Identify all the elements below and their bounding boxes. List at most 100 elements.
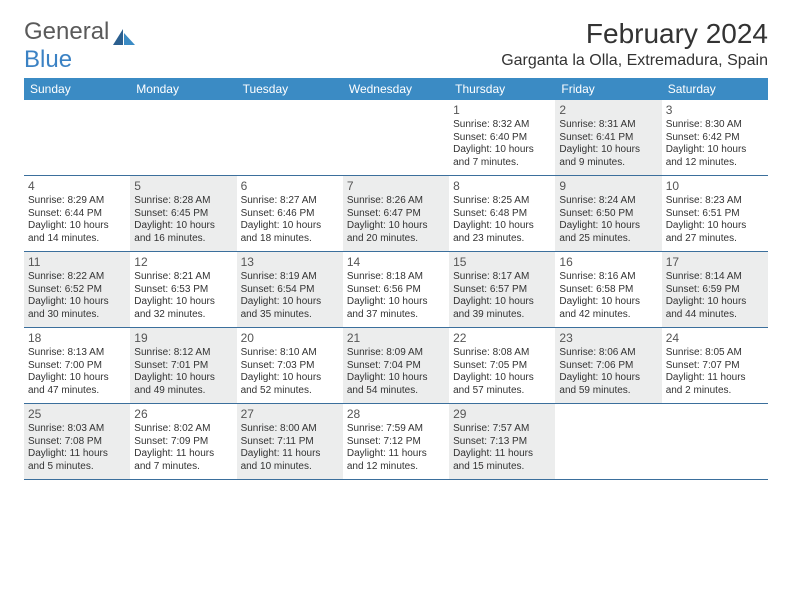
- sunset-text: Sunset: 7:06 PM: [559, 360, 657, 373]
- daylight-text: Daylight: 10 hours and 14 minutes.: [28, 220, 126, 245]
- day-number: 11: [28, 255, 126, 270]
- daylight-text: Daylight: 10 hours and 52 minutes.: [241, 372, 339, 397]
- daylight-text: Daylight: 10 hours and 25 minutes.: [559, 220, 657, 245]
- day-number: 17: [666, 255, 764, 270]
- calendar-table: Sunday Monday Tuesday Wednesday Thursday…: [24, 78, 768, 480]
- daylight-text: Daylight: 10 hours and 47 minutes.: [28, 372, 126, 397]
- daylight-text: Daylight: 11 hours and 7 minutes.: [134, 448, 232, 473]
- calendar-day-cell: 25Sunrise: 8:03 AMSunset: 7:08 PMDayligh…: [24, 404, 130, 480]
- daylight-text: Daylight: 10 hours and 32 minutes.: [134, 296, 232, 321]
- day-number: 12: [134, 255, 232, 270]
- weekday-header: Tuesday: [237, 78, 343, 100]
- day-number: 19: [134, 331, 232, 346]
- sunrise-text: Sunrise: 8:21 AM: [134, 271, 232, 284]
- sunrise-text: Sunrise: 8:12 AM: [134, 347, 232, 360]
- day-number: 16: [559, 255, 657, 270]
- sunset-text: Sunset: 6:42 PM: [666, 132, 764, 145]
- sunrise-text: Sunrise: 8:05 AM: [666, 347, 764, 360]
- daylight-text: Daylight: 10 hours and 16 minutes.: [134, 220, 232, 245]
- sunset-text: Sunset: 6:58 PM: [559, 284, 657, 297]
- calendar-day-cell: 26Sunrise: 8:02 AMSunset: 7:09 PMDayligh…: [130, 404, 236, 480]
- sunset-text: Sunset: 6:40 PM: [453, 132, 551, 145]
- calendar-week-row: 11Sunrise: 8:22 AMSunset: 6:52 PMDayligh…: [24, 252, 768, 328]
- calendar-week-row: 1Sunrise: 8:32 AMSunset: 6:40 PMDaylight…: [24, 100, 768, 176]
- calendar-day-cell: 19Sunrise: 8:12 AMSunset: 7:01 PMDayligh…: [130, 328, 236, 404]
- daylight-text: Daylight: 11 hours and 5 minutes.: [28, 448, 126, 473]
- month-title: February 2024: [501, 18, 768, 50]
- sunset-text: Sunset: 7:08 PM: [28, 436, 126, 449]
- calendar-day-cell: [343, 100, 449, 176]
- calendar-day-cell: 3Sunrise: 8:30 AMSunset: 6:42 PMDaylight…: [662, 100, 768, 176]
- weekday-header: Sunday: [24, 78, 130, 100]
- day-number: 26: [134, 407, 232, 422]
- sunrise-text: Sunrise: 8:10 AM: [241, 347, 339, 360]
- daylight-text: Daylight: 11 hours and 12 minutes.: [347, 448, 445, 473]
- sunrise-text: Sunrise: 8:03 AM: [28, 423, 126, 436]
- day-number: 4: [28, 179, 126, 194]
- day-number: 9: [559, 179, 657, 194]
- calendar-day-cell: 13Sunrise: 8:19 AMSunset: 6:54 PMDayligh…: [237, 252, 343, 328]
- day-number: 7: [347, 179, 445, 194]
- calendar-day-cell: [24, 100, 130, 176]
- daylight-text: Daylight: 10 hours and 35 minutes.: [241, 296, 339, 321]
- day-number: 14: [347, 255, 445, 270]
- calendar-day-cell: 7Sunrise: 8:26 AMSunset: 6:47 PMDaylight…: [343, 176, 449, 252]
- sunset-text: Sunset: 7:00 PM: [28, 360, 126, 373]
- day-number: 10: [666, 179, 764, 194]
- weekday-header: Thursday: [449, 78, 555, 100]
- sunrise-text: Sunrise: 8:16 AM: [559, 271, 657, 284]
- calendar-header-row: Sunday Monday Tuesday Wednesday Thursday…: [24, 78, 768, 100]
- logo-sail-icon: [113, 24, 135, 40]
- daylight-text: Daylight: 10 hours and 27 minutes.: [666, 220, 764, 245]
- day-number: 8: [453, 179, 551, 194]
- day-number: 27: [241, 407, 339, 422]
- sunrise-text: Sunrise: 8:00 AM: [241, 423, 339, 436]
- sunrise-text: Sunrise: 8:29 AM: [28, 195, 126, 208]
- sunset-text: Sunset: 7:09 PM: [134, 436, 232, 449]
- daylight-text: Daylight: 10 hours and 7 minutes.: [453, 144, 551, 169]
- sunset-text: Sunset: 7:13 PM: [453, 436, 551, 449]
- day-number: 6: [241, 179, 339, 194]
- sunrise-text: Sunrise: 8:14 AM: [666, 271, 764, 284]
- calendar-day-cell: 1Sunrise: 8:32 AMSunset: 6:40 PMDaylight…: [449, 100, 555, 176]
- sunset-text: Sunset: 6:51 PM: [666, 208, 764, 221]
- sunrise-text: Sunrise: 8:23 AM: [666, 195, 764, 208]
- sunset-text: Sunset: 7:04 PM: [347, 360, 445, 373]
- daylight-text: Daylight: 10 hours and 59 minutes.: [559, 372, 657, 397]
- calendar-week-row: 25Sunrise: 8:03 AMSunset: 7:08 PMDayligh…: [24, 404, 768, 480]
- sunset-text: Sunset: 6:45 PM: [134, 208, 232, 221]
- daylight-text: Daylight: 10 hours and 12 minutes.: [666, 144, 764, 169]
- day-number: 25: [28, 407, 126, 422]
- title-block: February 2024 Garganta la Olla, Extremad…: [501, 18, 768, 70]
- day-number: 15: [453, 255, 551, 270]
- calendar-day-cell: 11Sunrise: 8:22 AMSunset: 6:52 PMDayligh…: [24, 252, 130, 328]
- daylight-text: Daylight: 10 hours and 54 minutes.: [347, 372, 445, 397]
- sunrise-text: Sunrise: 8:02 AM: [134, 423, 232, 436]
- sunrise-text: Sunrise: 8:28 AM: [134, 195, 232, 208]
- calendar-week-row: 4Sunrise: 8:29 AMSunset: 6:44 PMDaylight…: [24, 176, 768, 252]
- sunrise-text: Sunrise: 8:27 AM: [241, 195, 339, 208]
- calendar-week-row: 18Sunrise: 8:13 AMSunset: 7:00 PMDayligh…: [24, 328, 768, 404]
- calendar-day-cell: 10Sunrise: 8:23 AMSunset: 6:51 PMDayligh…: [662, 176, 768, 252]
- sunset-text: Sunset: 7:12 PM: [347, 436, 445, 449]
- sunset-text: Sunset: 7:03 PM: [241, 360, 339, 373]
- sunrise-text: Sunrise: 7:59 AM: [347, 423, 445, 436]
- daylight-text: Daylight: 10 hours and 18 minutes.: [241, 220, 339, 245]
- day-number: 24: [666, 331, 764, 346]
- calendar-day-cell: [662, 404, 768, 480]
- sunset-text: Sunset: 6:57 PM: [453, 284, 551, 297]
- daylight-text: Daylight: 10 hours and 9 minutes.: [559, 144, 657, 169]
- daylight-text: Daylight: 11 hours and 15 minutes.: [453, 448, 551, 473]
- sunset-text: Sunset: 6:44 PM: [28, 208, 126, 221]
- sunset-text: Sunset: 6:54 PM: [241, 284, 339, 297]
- daylight-text: Daylight: 11 hours and 10 minutes.: [241, 448, 339, 473]
- calendar-day-cell: 15Sunrise: 8:17 AMSunset: 6:57 PMDayligh…: [449, 252, 555, 328]
- sunrise-text: Sunrise: 8:18 AM: [347, 271, 445, 284]
- day-number: 20: [241, 331, 339, 346]
- sunset-text: Sunset: 6:59 PM: [666, 284, 764, 297]
- sunrise-text: Sunrise: 8:31 AM: [559, 119, 657, 132]
- sunset-text: Sunset: 6:56 PM: [347, 284, 445, 297]
- day-number: 29: [453, 407, 551, 422]
- sunset-text: Sunset: 6:41 PM: [559, 132, 657, 145]
- daylight-text: Daylight: 11 hours and 2 minutes.: [666, 372, 764, 397]
